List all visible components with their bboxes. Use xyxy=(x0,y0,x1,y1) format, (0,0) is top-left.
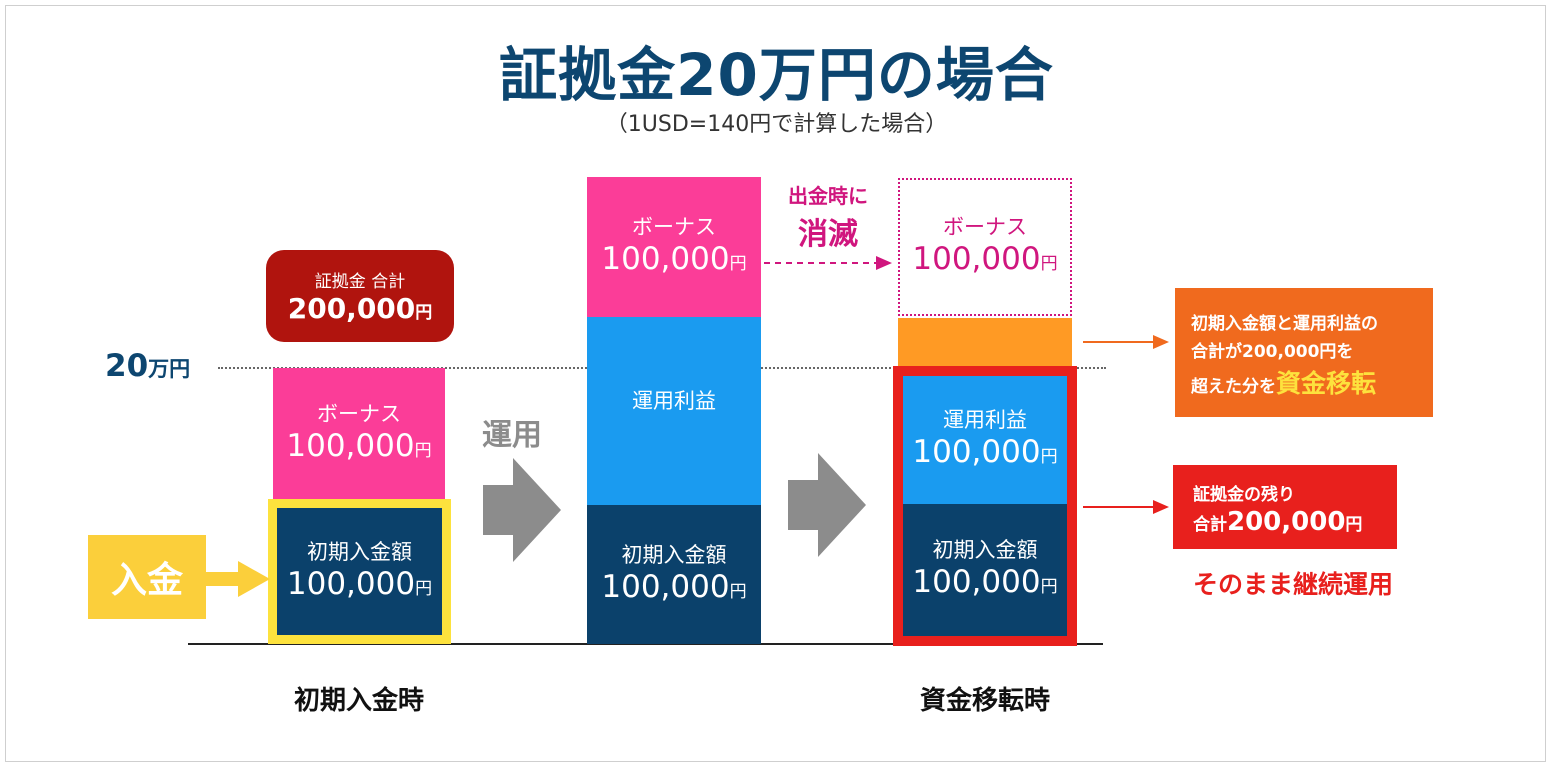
col1-bonus-unit: 円 xyxy=(414,440,432,461)
col3-profit-unit: 円 xyxy=(1040,447,1058,468)
col2-deposit-bar: 初期入金額 100,000円 xyxy=(587,505,761,644)
vanish-note-line1: 出金時に xyxy=(788,184,868,208)
transfer-note-line3-row: 超えた分を資金移転 xyxy=(1191,366,1433,401)
col2-profit-bar: 運用利益 xyxy=(587,317,761,505)
remaining-note: 証拠金の残り 合計200,000円 xyxy=(1173,465,1397,549)
col3-deposit-unit: 円 xyxy=(1040,577,1058,598)
col1-deposit-label: 初期入金額 xyxy=(307,539,412,564)
transfer-note-line2: 合計が200,000円を xyxy=(1191,342,1354,363)
col2-deposit-amount-row: 100,000円 xyxy=(601,568,746,607)
baseline xyxy=(188,643,1103,645)
col2-bonus-bar: ボーナス 100,000円 xyxy=(587,177,761,317)
vanish-note: 出金時に 消滅 xyxy=(768,180,888,253)
transfer-note-line3: 超えた分を xyxy=(1191,377,1276,398)
arrow1-label: 運用 xyxy=(482,418,542,453)
col3-bonus-ghost: ボーナス 100,000円 xyxy=(898,178,1072,316)
col2-deposit-label: 初期入金額 xyxy=(621,542,727,567)
level-label: 20万円 xyxy=(105,348,190,384)
page-subtitle: （1USD=140円で計算した場合） xyxy=(605,112,948,137)
col3-profit-label: 運用利益 xyxy=(943,408,1027,433)
total-badge-label: 証拠金 合計 xyxy=(314,272,406,292)
col1-deposit-amount-row: 100,000円 xyxy=(287,565,432,604)
total-badge-amount-row: 200,000円 xyxy=(288,292,433,325)
level-unit: 万円 xyxy=(148,357,191,381)
col1-bonus-amount: 100,000 xyxy=(286,427,415,464)
col2-deposit-amount: 100,000 xyxy=(601,568,730,605)
transfer-note-highlight: 資金移転 xyxy=(1276,369,1377,399)
col1-deposit-unit: 円 xyxy=(415,578,433,599)
total-badge-amount: 200,000 xyxy=(287,292,416,325)
col1-deposit-frame: 初期入金額 100,000円 xyxy=(268,499,451,644)
transfer-arrow xyxy=(1083,335,1169,349)
col1-caption: 初期入金時 xyxy=(293,686,424,716)
col1-deposit-amount: 100,000 xyxy=(286,565,416,602)
deposit-tag: 入金 xyxy=(88,535,206,619)
remaining-note-line1: 証拠金の残り xyxy=(1193,485,1295,505)
gray-arrow-1 xyxy=(483,458,561,562)
deposit-tag-label: 入金 xyxy=(110,560,183,601)
remaining-note-unit: 円 xyxy=(1345,515,1363,535)
transfer-note: 初期入金額と運用利益の 合計が200,000円を 超えた分を資金移転 xyxy=(1175,288,1433,417)
col2-bonus-label: ボーナス xyxy=(632,215,716,240)
col3-caption: 資金移転時 xyxy=(919,686,1050,716)
col2-deposit-unit: 円 xyxy=(729,581,747,602)
col1-bonus-bar: ボーナス 100,000円 xyxy=(273,368,445,499)
col3-highlight-frame: 運用利益 100,000円 初期入金額 100,000円 xyxy=(893,366,1077,646)
remaining-note-line2-row: 合計200,000円 xyxy=(1193,507,1397,537)
remaining-arrow xyxy=(1083,500,1169,514)
gray-arrow-2 xyxy=(788,453,866,557)
col3-bonus-amount-row: 100,000円 xyxy=(912,240,1057,279)
vanish-arrow xyxy=(764,256,892,270)
col3-deposit-amount-row: 100,000円 xyxy=(912,563,1057,602)
col3-profit-amount: 100,000 xyxy=(912,434,1041,471)
col3-deposit-amount: 100,000 xyxy=(912,564,1041,601)
col3-bonus-label: ボーナス xyxy=(943,215,1027,240)
col1-deposit-bar: 初期入金額 100,000円 xyxy=(277,508,442,635)
col1-bonus-label: ボーナス xyxy=(317,401,401,426)
col3-profit-bar: 運用利益 100,000円 xyxy=(903,376,1067,504)
col3-excess-bar xyxy=(898,318,1072,367)
page-title: 証拠金20万円の場合 xyxy=(499,41,1054,109)
level-value: 20 xyxy=(105,348,149,384)
transfer-note-line1: 初期入金額と運用利益の xyxy=(1191,314,1378,334)
col3-deposit-label: 初期入金額 xyxy=(932,538,1038,563)
deposit-arrow xyxy=(206,561,270,597)
remaining-note-prefix: 合計 xyxy=(1193,515,1227,535)
col2-bonus-amount: 100,000 xyxy=(601,241,730,278)
col1-bonus-amount-row: 100,000円 xyxy=(286,427,431,466)
total-badge: 証拠金 合計 200,000円 xyxy=(266,250,454,342)
col2-bonus-unit: 円 xyxy=(729,254,747,275)
col3-profit-amount-row: 100,000円 xyxy=(912,433,1057,472)
col3-deposit-bar: 初期入金額 100,000円 xyxy=(903,504,1067,636)
col2-profit-label: 運用利益 xyxy=(632,389,716,414)
col3-bonus-amount: 100,000 xyxy=(912,241,1041,278)
remaining-note-amount: 200,000 xyxy=(1227,507,1346,537)
vanish-note-line2: 消滅 xyxy=(798,217,858,252)
col2-bonus-amount-row: 100,000円 xyxy=(601,240,746,279)
total-badge-unit: 円 xyxy=(415,303,433,323)
col3-bonus-unit: 円 xyxy=(1040,254,1058,275)
continue-note: そのまま継続運用 xyxy=(1192,570,1393,599)
diagram-frame xyxy=(5,5,1546,762)
